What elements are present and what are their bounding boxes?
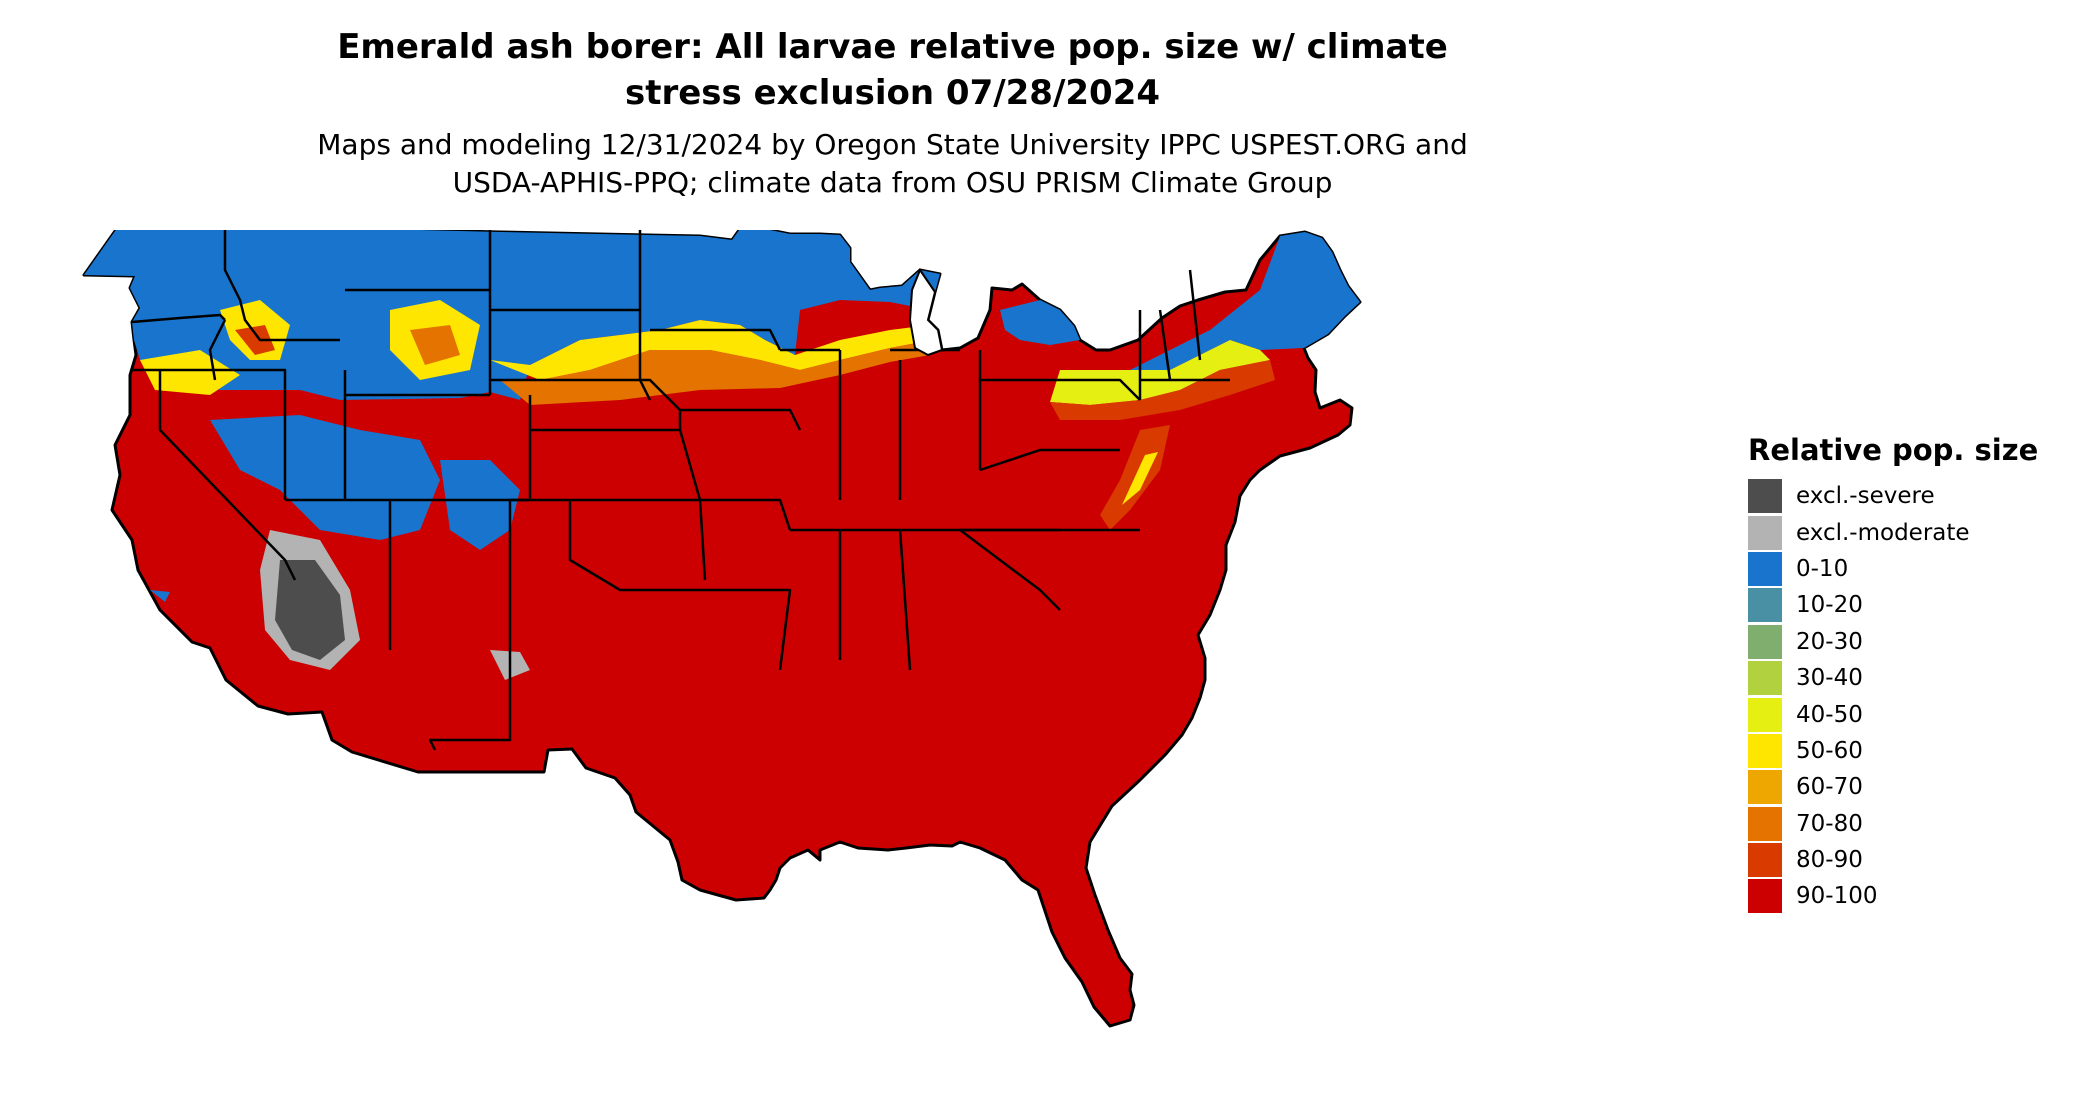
- legend-swatch: [1748, 697, 1782, 732]
- boundary-california-nevada: [158, 370, 297, 581]
- legend-label: 60-70: [1796, 774, 1863, 801]
- map-subtitle-line-2: USDA-APHIS-PPQ; climate data from OSU PR…: [452, 166, 1333, 199]
- legend-item: 10-20: [1748, 587, 2088, 623]
- legend-label: excl.-moderate: [1796, 519, 1970, 546]
- zone-0-10-california-coast: [150, 590, 170, 602]
- region-0-10-great-basin: [210, 415, 440, 540]
- legend-label: 30-40: [1796, 665, 1863, 692]
- conus-land: [82, 230, 1362, 1028]
- band-60-90-idaho: [235, 325, 275, 355]
- band-60-90-northern-plains: [500, 340, 932, 405]
- legend-item: 70-80: [1748, 806, 2088, 842]
- legend-swatch: [1748, 661, 1782, 696]
- boundary-idaho-montana: [223, 230, 340, 342]
- legend-swatch: [1748, 733, 1782, 768]
- legend-item: 50-60: [1748, 733, 2088, 769]
- legend-item: 60-70: [1748, 769, 2088, 805]
- lake-michigan: [908, 267, 944, 357]
- legend: Relative pop. size excl.-severe excl.-mod…: [1748, 430, 2088, 915]
- legend-item: excl.-severe: [1748, 478, 2088, 514]
- legend-swatch: [1748, 879, 1782, 914]
- boundary-nevada-east: [215, 368, 287, 500]
- band-40-60-oregon: [140, 350, 240, 395]
- boundary-missouri-arkansas: [700, 498, 792, 531]
- boundary-pennsylvania-newyork: [980, 378, 1141, 401]
- boundary-nebraska: [490, 378, 682, 430]
- legend-label: 90-100: [1796, 883, 1878, 910]
- boundary-oklahoma-texas: [568, 500, 705, 592]
- legend-items: excl.-severe excl.-moderate 0-10 10-20 20-30…: [1748, 478, 2088, 915]
- boundary-kansas: [530, 428, 702, 501]
- legend-label: 50-60: [1796, 737, 1863, 764]
- boundary-iowa-missouri: [680, 408, 802, 431]
- boundary-alabama-georgia: [898, 529, 912, 671]
- legend-label: 70-80: [1796, 810, 1863, 837]
- legend-item: 0-10: [1748, 551, 2088, 587]
- legend-item: 90-100: [1748, 878, 2088, 914]
- legend-item: 80-90: [1748, 842, 2088, 878]
- state-boundaries: [131, 230, 1230, 751]
- band-40-60-appalachia: [1122, 452, 1158, 505]
- us-population-map: [82, 230, 1362, 1028]
- boundary-maine-newhampshire: [1188, 269, 1202, 361]
- legend-swatch: [1748, 588, 1782, 623]
- legend-item: 30-40: [1748, 660, 2088, 696]
- legend-item: 40-50: [1748, 696, 2088, 732]
- legend-swatch: [1748, 624, 1782, 659]
- zone-excl-severe-southwest: [275, 560, 345, 660]
- boundary-minnesota-iowa: [650, 328, 782, 351]
- region-0-10-northwest: [84, 230, 940, 400]
- boundary-newmexico-texas: [428, 500, 512, 751]
- legend-swatch: [1748, 515, 1782, 550]
- legend-swatch: [1748, 770, 1782, 805]
- legend-label: excl.-severe: [1796, 483, 1935, 510]
- legend-swatch: [1748, 479, 1782, 514]
- boundary-vermont-newhampshire: [1158, 309, 1172, 381]
- map-subtitle-line-1: Maps and modeling 12/31/2024 by Oregon S…: [317, 128, 1468, 161]
- boundary-arkansas-louisiana: [705, 588, 792, 671]
- region-0-10-michigan: [1000, 300, 1080, 345]
- map-title: Emerald ash borer: All larvae relative p…: [0, 24, 1785, 116]
- legend-label: 20-30: [1796, 628, 1863, 655]
- band-80-90-northeast: [1050, 360, 1275, 420]
- legend-label: 80-90: [1796, 847, 1863, 874]
- map-title-line-1: Emerald ash borer: All larvae relative p…: [337, 27, 1448, 67]
- boundary-washington-oregon: [131, 313, 226, 324]
- map-subtitle: Maps and modeling 12/31/2024 by Oregon S…: [0, 126, 1785, 202]
- map-title-line-2: stress exclusion 07/28/2024: [624, 73, 1161, 113]
- boundary-virginia-west-virginia: [979, 448, 1120, 472]
- legend-title: Relative pop. size: [1748, 433, 2039, 467]
- legend-swatch: [1748, 843, 1782, 878]
- legend-label: 0-10: [1796, 555, 1849, 582]
- region-0-10-northeast: [1130, 232, 1360, 370]
- boundary-georgia-south-carolina: [959, 529, 1061, 611]
- band-60-90-wyoming: [410, 325, 460, 365]
- legend-swatch: [1748, 806, 1782, 841]
- band-40-60-northeast: [1050, 340, 1270, 405]
- legend-label: 10-20: [1796, 592, 1863, 619]
- legend-item: excl.-moderate: [1748, 514, 2088, 550]
- legend-item: 20-30: [1748, 624, 2088, 660]
- region-0-10-rockies-south: [440, 460, 520, 550]
- legend-swatch: [1748, 551, 1782, 586]
- legend-label: 40-50: [1796, 701, 1863, 728]
- band-30-60-northern-plains: [490, 320, 932, 380]
